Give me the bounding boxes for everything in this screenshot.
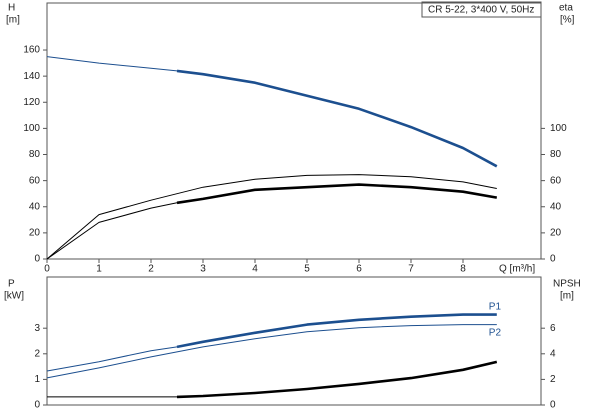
y2-axis-unit: [%]: [560, 15, 575, 26]
curve-thin: [46, 56, 178, 72]
y-tick-label: 3: [34, 323, 40, 334]
y2-tick-label: 80: [550, 149, 562, 160]
series-label: P1: [489, 301, 502, 312]
x-tick-label: 0: [44, 264, 50, 275]
y2-tick-label: 60: [550, 175, 562, 186]
y2-tick-label: 100: [550, 123, 567, 134]
chart-title: CR 5-22, 3*400 V, 50Hz: [428, 5, 534, 16]
x-tick-label: 2: [148, 264, 154, 275]
y2-tick-label: 0: [550, 254, 556, 265]
y-tick-label: 2: [34, 348, 40, 359]
x-tick-label: 5: [304, 264, 310, 275]
y-tick-label: 0: [34, 254, 40, 265]
curve-thin: [46, 202, 178, 260]
y-tick-label: 0: [34, 400, 40, 411]
y2-tick-label: 4: [550, 348, 556, 359]
y2-tick-label: 2: [550, 374, 556, 385]
x-tick-label: 4: [252, 264, 258, 275]
curve-bold: [176, 69, 498, 168]
y-tick-label: 40: [29, 201, 41, 212]
y-tick-label: 1: [34, 374, 40, 385]
y-axis-label: H: [8, 3, 15, 14]
x-tick-label: 3: [200, 264, 206, 275]
curve-thin: [46, 324, 497, 379]
y-tick-label: 60: [29, 175, 41, 186]
series-label: P2: [489, 327, 502, 338]
x-tick-label: 8: [460, 264, 466, 275]
plot-frame: [46, 276, 542, 406]
x-tick-label: 6: [356, 264, 362, 275]
curve-thin: [46, 346, 178, 372]
y-tick-label: 100: [23, 123, 40, 134]
y2-tick-label: 40: [550, 201, 562, 212]
y2-tick-label: 20: [550, 228, 562, 239]
y2-axis-label: NPSH: [553, 279, 581, 290]
x-tick-label: 7: [408, 264, 414, 275]
x-axis-label: Q [m³/h]: [499, 264, 535, 275]
y-tick-label: 80: [29, 149, 41, 160]
y-axis-unit: [m]: [6, 15, 20, 26]
y-tick-label: 120: [23, 97, 40, 108]
y-tick-label: 140: [23, 71, 40, 82]
curve-bold: [176, 360, 498, 399]
y2-tick-label: 6: [550, 323, 556, 334]
y-axis-unit: [kW]: [4, 291, 24, 302]
y2-tick-label: 0: [550, 400, 556, 411]
curve-thin: [46, 174, 497, 260]
y-axis-label: P: [8, 279, 15, 290]
curve-bold: [176, 183, 498, 205]
y-tick-label: 20: [29, 228, 41, 239]
x-tick-label: 1: [96, 264, 102, 275]
y2-axis-unit: [m]: [560, 291, 574, 302]
y-tick-label: 160: [23, 45, 40, 56]
curve-bold: [176, 313, 497, 349]
y2-axis-label: eta: [559, 3, 573, 14]
plot-frame: [46, 2, 542, 260]
